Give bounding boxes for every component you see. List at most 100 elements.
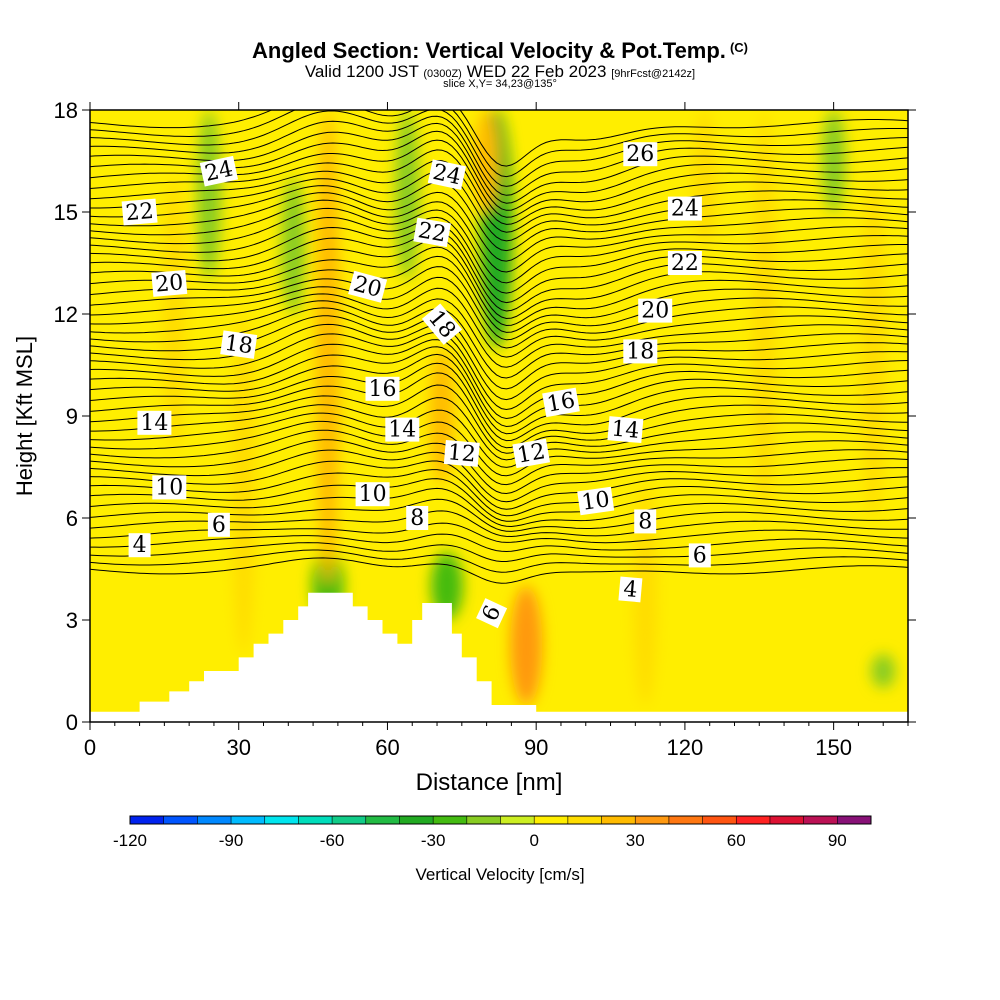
theta-contour-line <box>90 549 908 573</box>
theta-contour-line <box>90 420 908 477</box>
contour-label-box <box>623 142 658 167</box>
theta-contour-line <box>90 149 908 225</box>
theta-contour-line <box>90 429 908 486</box>
y-axis-label: Height [Kft MSL] <box>12 336 37 496</box>
velocity-region <box>821 110 846 212</box>
contour-label: 14 <box>607 416 644 444</box>
contour-label-box <box>355 482 390 507</box>
contour-label-text: 10 <box>155 475 183 500</box>
y-tick-label: 9 <box>66 404 78 429</box>
colorbar-tick-label: -90 <box>219 831 244 850</box>
y-tick-label: 18 <box>54 98 78 123</box>
contour-label-box <box>443 439 480 467</box>
contour-label-text: 20 <box>641 299 669 324</box>
y-tick-label: 3 <box>66 608 78 633</box>
contour-label-text: 6 <box>212 513 226 538</box>
theta-contour-line <box>90 110 908 178</box>
contour-label-box <box>137 410 172 435</box>
contour-label-text: 18 <box>223 331 254 360</box>
contour-label: 6 <box>207 512 230 538</box>
theta-contour-line <box>90 362 908 442</box>
contour-label-text: 12 <box>447 440 477 467</box>
velocity-region <box>315 110 340 586</box>
contour-label: 4 <box>618 576 643 603</box>
colorbar-swatch <box>702 816 737 824</box>
theta-contour-line <box>90 460 908 510</box>
x-tick-label: 0 <box>84 735 96 760</box>
colorbar-tick-label: 60 <box>727 831 746 850</box>
contour-label-box <box>476 598 508 629</box>
contour-label-box <box>638 298 673 323</box>
contour-label-text: 20 <box>154 270 184 297</box>
contour-label: 12 <box>443 439 480 468</box>
contour-label: 12 <box>512 438 551 469</box>
contour-label: 22 <box>667 251 702 276</box>
y-tick-label: 15 <box>54 200 78 225</box>
theta-contour-line <box>90 487 908 528</box>
theta-contour-line <box>90 384 908 454</box>
theta-contour-line <box>90 266 908 341</box>
theta-contour-line <box>90 353 908 435</box>
contour-label: 14 <box>137 410 172 436</box>
y-tick-label: 0 <box>66 710 78 735</box>
colorbar-swatch <box>332 816 367 824</box>
velocity-region <box>231 314 256 654</box>
contour-label-text: 24 <box>431 160 464 190</box>
contour-label-box <box>406 506 429 530</box>
theta-contour-line <box>90 255 908 333</box>
contour-label: 24 <box>667 196 702 222</box>
theta-contour-line <box>90 397 908 461</box>
contour-label-text: 22 <box>416 218 448 247</box>
contour-label-text: 6 <box>693 543 707 568</box>
theta-contour-line <box>90 323 908 401</box>
terrain-mask <box>90 592 908 722</box>
colorbar-swatch <box>163 816 198 824</box>
contour-label-box <box>152 475 187 500</box>
theta-contour-line <box>90 478 908 522</box>
contour-label-box <box>207 512 230 537</box>
colorbar-swatch <box>130 816 165 824</box>
colorbar-swatch <box>298 816 333 824</box>
contour-label-text: 12 <box>515 439 547 468</box>
theta-contour-line <box>90 223 908 304</box>
contour-label-text: 22 <box>671 251 699 276</box>
colorbar-swatch <box>365 816 400 824</box>
theta-contour-line <box>90 557 908 584</box>
contour-label-box <box>667 196 702 221</box>
theta-contour-line <box>90 409 908 468</box>
contour-label-text: 8 <box>410 506 424 531</box>
contour-label-text: 16 <box>545 388 577 417</box>
contour-label-box <box>577 486 615 516</box>
contour-label: 26 <box>623 142 658 167</box>
contour-label-box <box>688 543 711 568</box>
contour-label: 20 <box>638 298 673 324</box>
colorbar-swatch <box>668 816 704 824</box>
velocity-region <box>871 654 896 688</box>
chart-subtitle-valid: Valid 1200 JST (0300Z) WED 22 Feb 2023 [… <box>304 62 696 81</box>
contour-label-box <box>199 155 239 187</box>
contour-label-text: 10 <box>580 487 611 516</box>
x-tick-label: 60 <box>375 735 399 760</box>
theta-contour-line <box>90 439 908 495</box>
contour-label: 20 <box>151 269 188 298</box>
contour-label: 24 <box>427 159 467 190</box>
contour-label: 16 <box>365 376 400 402</box>
colorbar-swatch <box>466 816 501 824</box>
y-tick-label: 6 <box>66 506 78 531</box>
theta-contour-line <box>90 110 908 187</box>
colorbar-tick-label: -120 <box>113 831 147 850</box>
colorbar-tick-label: -60 <box>320 831 345 850</box>
theta-contour-line <box>90 207 908 284</box>
contour-label-box <box>348 270 388 303</box>
theta-contour-line <box>90 346 908 428</box>
colorbar-swatch <box>231 816 266 824</box>
colorbar-swatch <box>635 816 670 824</box>
contour-label: 6 <box>476 598 508 629</box>
contour-label-text: 26 <box>626 142 654 167</box>
contour-label: 8 <box>634 509 657 534</box>
contour-label-text: 14 <box>388 418 416 443</box>
contour-label-box <box>413 217 451 248</box>
contour-label-text: 8 <box>638 509 652 534</box>
colorbar-swatch <box>803 816 838 824</box>
